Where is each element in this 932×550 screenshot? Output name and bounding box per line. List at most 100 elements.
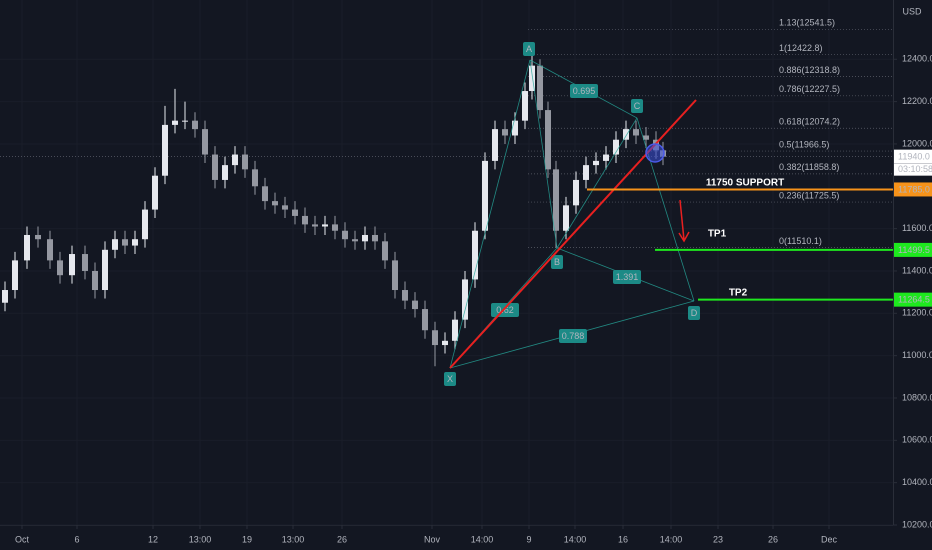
pattern-point-label: A — [526, 44, 532, 54]
candle-body — [462, 279, 468, 320]
x-tick-label: 26 — [337, 534, 347, 544]
x-tick-label: 14:00 — [471, 534, 494, 544]
fib-level-label: 1.13(12541.5) — [779, 18, 835, 28]
candle-body — [563, 205, 569, 231]
y-tick-label: 11200.0 — [902, 308, 932, 318]
candle-body — [192, 120, 198, 130]
candle-body — [122, 239, 128, 246]
candle-body — [593, 160, 599, 166]
ratio-box — [570, 84, 598, 98]
candle-body — [242, 154, 248, 170]
y-tick-label: 10200.0 — [902, 519, 932, 529]
y-tick-label: 12400.0 — [902, 54, 932, 64]
pattern-point-box — [551, 255, 563, 269]
candle-body — [452, 319, 458, 341]
fib-level-label: 0.382(11858.8) — [779, 162, 839, 172]
candle-body — [112, 239, 118, 250]
x-tick-label: 6 — [74, 534, 79, 544]
candle-body — [302, 215, 308, 225]
candle-body — [57, 260, 63, 276]
candle-body — [512, 120, 518, 136]
level-badge-label: 11264.5 — [898, 295, 930, 305]
candle-body — [372, 234, 378, 242]
candle-body — [529, 65, 535, 92]
pattern-point-box — [444, 372, 456, 386]
candle-body — [392, 260, 398, 291]
highlight-circle — [645, 143, 665, 163]
x-tick-label: 13:00 — [282, 534, 305, 544]
candle-body — [69, 254, 75, 276]
y-tick-label: 11400.0 — [902, 265, 932, 275]
ratio-label: 0.695 — [573, 86, 596, 96]
candle-body — [545, 110, 551, 170]
fib-level-label: 0.5(11966.5) — [779, 139, 829, 149]
fib-level-label: 0.786(12227.5) — [779, 84, 840, 94]
pattern-point-box — [631, 99, 643, 113]
x-tick-label: 19 — [242, 534, 252, 544]
candle-body — [623, 129, 629, 140]
x-tick-label: 12 — [148, 534, 158, 544]
candle-body — [142, 209, 148, 240]
candle-body — [537, 65, 543, 111]
x-tick-label: 14:00 — [564, 534, 587, 544]
candle-body — [412, 300, 418, 310]
pattern-point-label: C — [634, 101, 641, 111]
candle-body — [222, 165, 228, 180]
x-tick-label: 26 — [768, 534, 778, 544]
x-tick-label: 14:00 — [660, 534, 683, 544]
candle-body — [482, 160, 488, 231]
pattern-point-box — [688, 306, 700, 320]
candle-body — [262, 186, 268, 202]
candle-body — [12, 260, 18, 291]
y-tick-label: 11600.0 — [902, 223, 932, 233]
level-badge — [894, 242, 932, 257]
y-tick-label: 12200.0 — [902, 96, 932, 106]
candle-body — [382, 241, 388, 261]
candle-body — [352, 239, 358, 242]
candle-body — [583, 165, 589, 180]
x-tick-label: 9 — [526, 534, 531, 544]
last-price-label: 11940.0 — [898, 152, 930, 162]
fib-level-label: 1(12422.8) — [779, 43, 823, 53]
candle-body — [492, 129, 498, 161]
candle-body — [643, 135, 649, 140]
candle-body — [522, 91, 528, 121]
x-tick-label: Dec — [821, 534, 838, 544]
ratio-label: 1.391 — [616, 272, 639, 282]
candle-body — [432, 330, 438, 346]
candle-body — [172, 120, 178, 125]
fib-level-label: 0.618(12074.2) — [779, 117, 840, 127]
ratio-label: 0.788 — [562, 331, 585, 341]
candle-body — [102, 249, 108, 291]
fib-level-label: 0.886(12318.8) — [779, 65, 840, 75]
pattern-line — [449, 59, 531, 369]
candle-body — [402, 290, 408, 301]
candle-body — [212, 154, 218, 180]
candle-body — [202, 129, 208, 155]
candle-body — [24, 234, 30, 261]
x-tick-label: Nov — [424, 534, 441, 544]
y-tick-label: 10800.0 — [902, 392, 932, 402]
x-tick-label: 16 — [618, 534, 628, 544]
fib-level-label: 0(11510.1) — [779, 236, 822, 246]
pattern-point-label: B — [554, 257, 560, 267]
candle-body — [332, 224, 338, 231]
fib-level-label: 0.236(11725.5) — [779, 190, 839, 200]
last-price-badge — [894, 149, 932, 176]
y-tick-label: 10600.0 — [902, 435, 932, 445]
candle-body — [182, 120, 188, 122]
candle-body — [232, 154, 238, 166]
candle-body — [613, 139, 619, 155]
candle-body — [162, 124, 168, 176]
down-arrow — [678, 199, 690, 243]
y-tick-label: 12000.0 — [902, 138, 932, 148]
level-name: TP1 — [708, 229, 727, 240]
candle-body — [573, 179, 579, 206]
candle-body — [47, 239, 53, 261]
candle-body — [502, 129, 508, 136]
ratio-box — [491, 303, 519, 317]
currency-label: USD — [902, 6, 922, 16]
level-badge-label: 11785.0 — [898, 184, 930, 194]
